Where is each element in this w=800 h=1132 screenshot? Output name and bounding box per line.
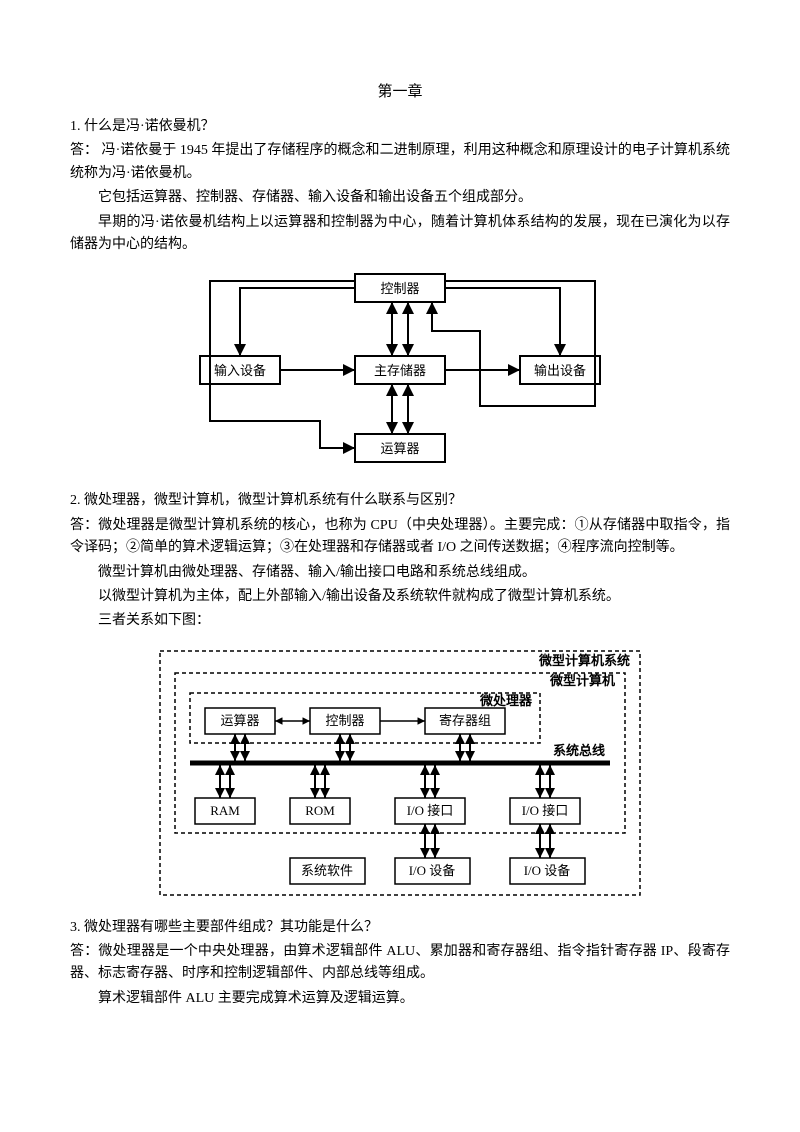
- q1-answer-1: 答： 冯·诺依曼于 1945 年提出了存储程序的概念和二进制原理，利用这种概念和…: [70, 140, 730, 185]
- box-ram: RAM: [210, 803, 240, 818]
- q3-title: 3. 微处理器有哪些主要部件组成？其功能是什么？: [70, 917, 730, 939]
- label-bus: 系统总线: [553, 743, 605, 758]
- q1-answer-2: 它包括运算器、控制器、存储器、输入设备和输出设备五个组成部分。: [70, 187, 730, 209]
- q2-answer-2: 微型计算机由微处理器、存储器、输入/输出接口电路和系统总线组成。: [70, 562, 730, 584]
- box-alu2: 运算器: [220, 713, 259, 728]
- box-output: 输出设备: [534, 363, 586, 378]
- q2-answer-4: 三者关系如下图：: [70, 610, 730, 632]
- box-controller: 控制器: [380, 281, 419, 296]
- box-io2: I/O 接口: [522, 803, 569, 818]
- q3-answer-1: 答：微处理器是一个中央处理器，由算术逻辑部件 ALU、累加器和寄存器组、指令指针…: [70, 941, 730, 986]
- von-neumann-diagram: 控制器 主存储器 输入设备 输出设备 运算器: [70, 266, 730, 476]
- q2-answer-1: 答：微处理器是微型计算机系统的核心，也称为 CPU（中央处理器）。主要完成：①从…: [70, 515, 730, 560]
- q2-answer-3: 以微型计算机为主体，配上外部输入/输出设备及系统软件就构成了微型计算机系统。: [70, 586, 730, 608]
- box-alu: 运算器: [380, 441, 419, 456]
- box-controller2: 控制器: [325, 713, 364, 728]
- chapter-title: 第一章: [70, 80, 730, 104]
- label-computer: 微型计算机: [549, 673, 615, 688]
- box-input: 输入设备: [214, 363, 266, 378]
- box-soft: 系统软件: [301, 863, 353, 878]
- box-io1: I/O 接口: [407, 803, 454, 818]
- microcomputer-system-diagram: 微型计算机系统 微型计算机 微处理器 运算器 控制器 寄存器组 系统总线 RAM…: [70, 643, 730, 903]
- label-cpu: 微处理器: [479, 693, 533, 708]
- q1-answer-3: 早期的冯·诺依曼机结构上以运算器和控制器为中心，随着计算机体系结构的发展，现在已…: [70, 212, 730, 257]
- box-regs: 寄存器组: [439, 713, 491, 728]
- q3-answer-2: 算术逻辑部件 ALU 主要完成算术运算及逻辑运算。: [70, 988, 730, 1010]
- label-system: 微型计算机系统: [538, 653, 630, 668]
- q1-title: 1. 什么是冯·诺依曼机？: [70, 116, 730, 138]
- box-iodev2: I/O 设备: [524, 863, 571, 878]
- q2-title: 2. 微处理器，微型计算机，微型计算机系统有什么联系与区别？: [70, 490, 730, 512]
- box-memory: 主存储器: [374, 363, 426, 378]
- box-iodev1: I/O 设备: [409, 863, 456, 878]
- box-rom: ROM: [305, 803, 335, 818]
